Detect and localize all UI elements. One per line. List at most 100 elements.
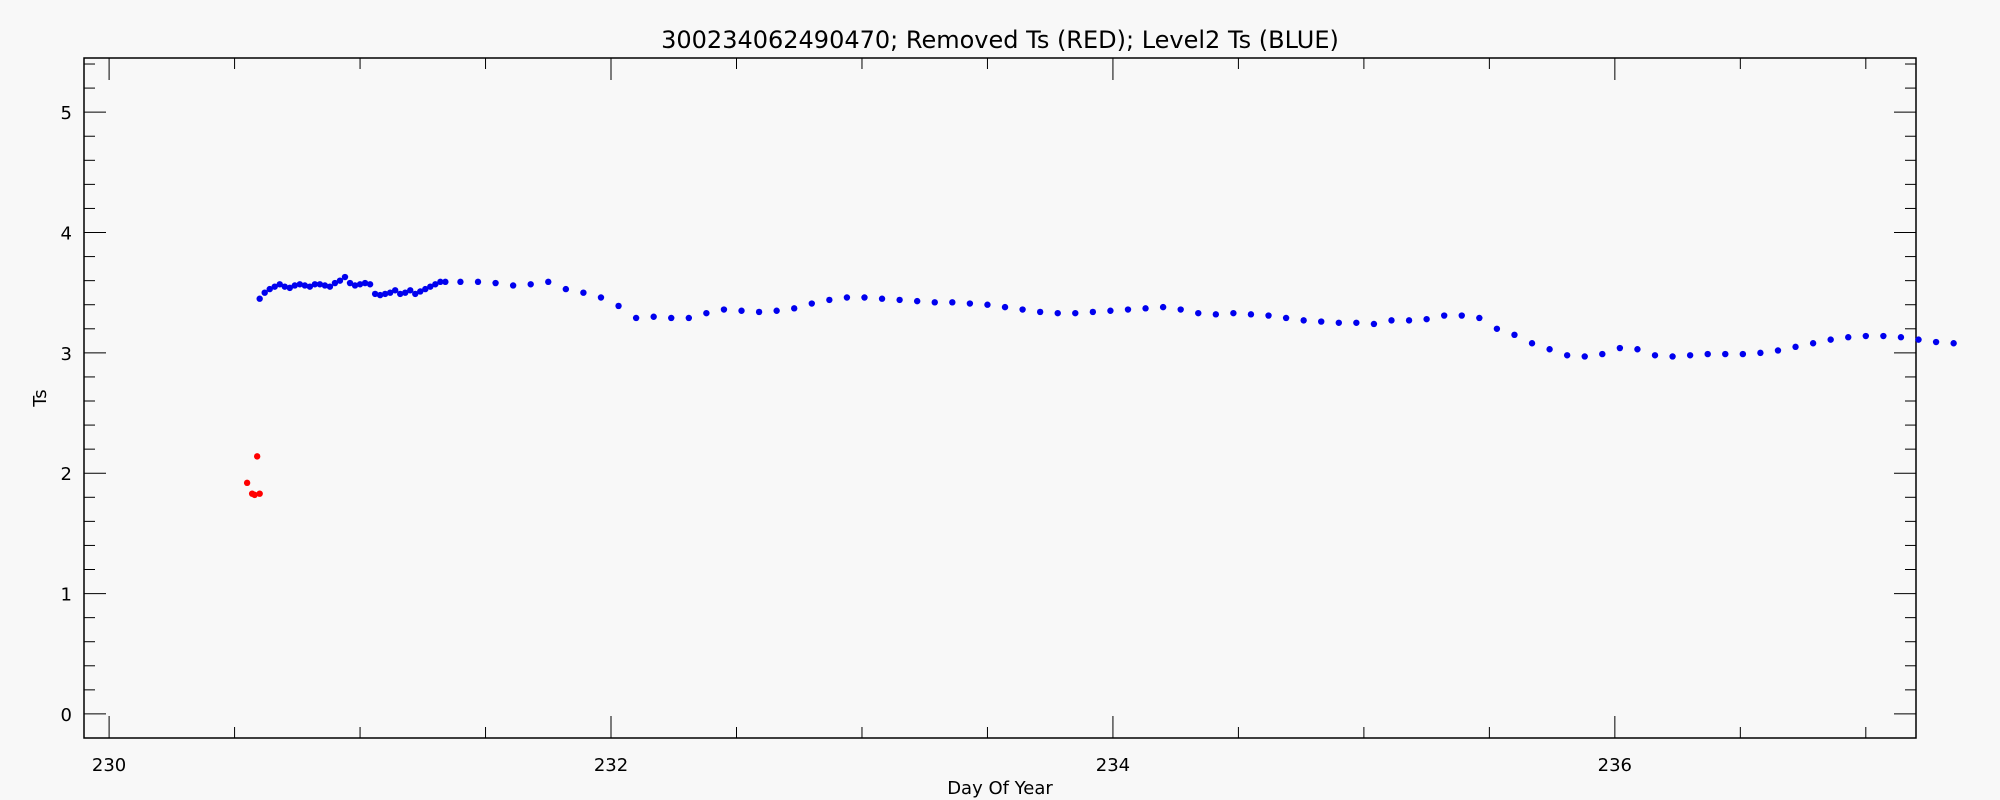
- level2-point: [861, 294, 868, 301]
- level2-point: [457, 278, 464, 286]
- level2-point: [1476, 314, 1483, 322]
- level2-point: [311, 281, 319, 288]
- level2-point: [1247, 311, 1255, 318]
- level2-point: [1019, 306, 1026, 313]
- level2-point: [1318, 318, 1325, 325]
- level2-point: [351, 282, 359, 289]
- level2-point: [580, 289, 587, 296]
- level2-point: [826, 296, 833, 304]
- level2-point: [381, 290, 389, 298]
- level2-point: [301, 282, 309, 289]
- level2-point: [1212, 311, 1220, 318]
- y-tick-label: 3: [61, 344, 72, 365]
- level2-point: [931, 299, 938, 306]
- level2-point: [1845, 334, 1852, 341]
- level2-point: [685, 314, 693, 322]
- level2-point: [1353, 319, 1360, 326]
- level2-point: [316, 281, 324, 288]
- x-tick-label: 232: [594, 755, 628, 776]
- level2-point: [417, 288, 424, 295]
- level2-point: [442, 278, 449, 286]
- level2-point: [427, 283, 434, 290]
- y-tick-label: 0: [61, 705, 72, 726]
- level2-point: [896, 296, 903, 304]
- level2-point: [281, 283, 288, 290]
- removed-point: [256, 490, 263, 497]
- level2-point: [256, 295, 263, 302]
- level2-point: [1440, 312, 1448, 319]
- level2-point: [412, 290, 419, 298]
- level2-point: [1651, 352, 1659, 359]
- level2-point: [1704, 350, 1711, 358]
- level2-point: [276, 281, 283, 288]
- level2-point: [432, 281, 439, 288]
- data-points: [243, 273, 1957, 499]
- level2-point: [296, 281, 304, 288]
- level2-point: [808, 300, 815, 307]
- x-tick-label: 230: [92, 755, 126, 776]
- y-tick-label: 4: [61, 224, 72, 245]
- level2-point: [1230, 309, 1237, 317]
- level2-point: [1792, 343, 1799, 351]
- removed-point: [253, 453, 261, 460]
- level2-point: [1669, 353, 1676, 360]
- level2-point: [1107, 307, 1114, 314]
- level2-point: [1880, 332, 1887, 340]
- level2-point: [1563, 352, 1571, 359]
- level2-point: [321, 282, 329, 289]
- level2-point: [1546, 346, 1553, 353]
- level2-point: [615, 302, 622, 310]
- level2-point: [261, 289, 268, 296]
- level2-point: [376, 291, 384, 299]
- level2-point: [632, 314, 640, 322]
- level2-point: [1036, 308, 1044, 316]
- level2-point: [346, 279, 354, 287]
- level2-point: [1458, 312, 1465, 319]
- level2-point: [422, 285, 429, 293]
- level2-point: [306, 283, 314, 290]
- level2-point: [949, 299, 956, 306]
- level2-point: [703, 309, 710, 317]
- level2-point: [371, 290, 379, 298]
- level2-point: [1757, 349, 1764, 357]
- level2-point: [1599, 350, 1606, 358]
- level2-point: [773, 307, 780, 314]
- level2-point: [1511, 331, 1518, 339]
- level2-point: [326, 283, 334, 290]
- level2-point: [1616, 344, 1624, 352]
- level2-point: [402, 289, 409, 296]
- level2-point: [1528, 340, 1536, 347]
- removed-point: [243, 479, 251, 487]
- level2-point: [474, 278, 482, 286]
- level2-point: [361, 279, 369, 287]
- level2-point: [650, 313, 657, 320]
- level2-point: [1634, 346, 1641, 353]
- level2-point: [271, 283, 278, 290]
- level2-point: [366, 281, 374, 288]
- level2-point: [1195, 309, 1202, 317]
- level2-point: [509, 282, 517, 289]
- axis-ticks: [84, 58, 1916, 739]
- level2-point: [878, 295, 886, 302]
- level2-point: [341, 273, 349, 281]
- level2-point: [1827, 336, 1834, 343]
- level2-point: [1300, 317, 1307, 324]
- level2-point: [1493, 325, 1501, 332]
- level2-point: [984, 301, 991, 308]
- level2-point: [1282, 314, 1290, 322]
- level2-point: [386, 289, 394, 296]
- level2-point: [1072, 309, 1079, 317]
- y-tick-label: 1: [61, 585, 72, 606]
- level2-point: [1265, 312, 1272, 319]
- level2-point: [391, 287, 399, 294]
- level2-point: [1405, 317, 1413, 324]
- level2-point: [1089, 308, 1097, 316]
- level2-point: [1686, 352, 1694, 359]
- level2-point: [1159, 303, 1167, 311]
- level2-point: [1054, 309, 1061, 317]
- level2-point: [1739, 350, 1747, 358]
- level2-point: [1335, 319, 1342, 326]
- level2-point: [1950, 340, 1957, 347]
- plot-frame: [83, 57, 1917, 739]
